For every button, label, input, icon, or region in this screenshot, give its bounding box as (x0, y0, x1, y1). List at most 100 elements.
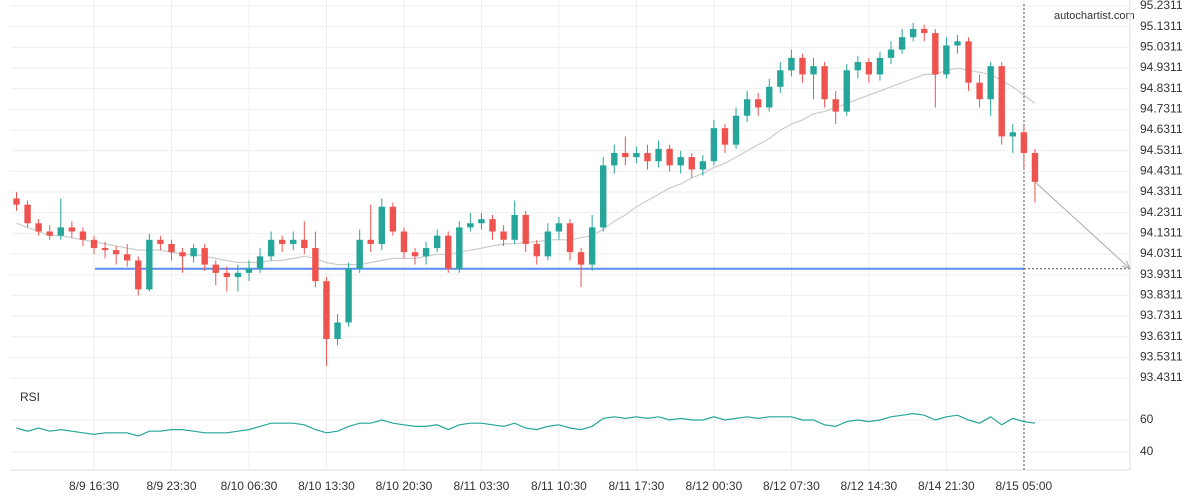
y-tick-label: 94.0311 (1140, 246, 1183, 260)
candle-body (13, 198, 20, 205)
candle-body (633, 152, 640, 158)
x-tick-label: 8/15 05:00 (996, 479, 1053, 493)
candle-body (622, 152, 629, 158)
candle-body (788, 57, 795, 71)
candle-body (35, 223, 42, 232)
x-tick-label: 8/12 00:30 (686, 479, 743, 493)
watermark: autochartist.com (1054, 10, 1135, 22)
candle-body (411, 252, 419, 257)
candle-body (46, 231, 53, 236)
x-tick-label: 8/10 06:30 (221, 479, 278, 493)
candle-body (57, 227, 64, 236)
candle-body (489, 219, 496, 232)
y-tick-label: 93.9311 (1140, 267, 1183, 281)
candle-body (301, 239, 308, 249)
y-tick-label: 95.0311 (1140, 39, 1183, 53)
candle-body (1009, 132, 1016, 137)
x-tick-label: 8/11 10:30 (531, 479, 587, 493)
candle-body (24, 204, 31, 224)
x-tick-label: 8/10 20:30 (376, 479, 433, 493)
candle-body (998, 66, 1005, 137)
candle-body (500, 231, 507, 240)
candle-body (909, 28, 917, 38)
candle-body (976, 82, 983, 100)
candle-body (544, 231, 552, 257)
candle-body (179, 252, 186, 257)
y-tick-label: 93.6311 (1140, 329, 1183, 343)
y-tick-label: 94.6311 (1140, 122, 1183, 136)
x-tick-label: 8/12 07:30 (763, 479, 820, 493)
rsi-tick-label: 40 (1140, 444, 1154, 458)
y-tick-label: 94.4311 (1140, 164, 1183, 178)
x-tick-label: 8/12 14:30 (841, 479, 898, 493)
candle-body (68, 227, 76, 232)
candle-body (954, 41, 961, 46)
projection-arrow (1034, 181, 1131, 270)
candle-body (743, 99, 751, 116)
candle-body (101, 248, 109, 251)
candle-body (987, 66, 994, 100)
candle-body (688, 157, 695, 170)
candle-body (921, 28, 928, 34)
projection-arrow-head (1121, 260, 1131, 270)
y-tick-label: 94.3311 (1140, 184, 1183, 198)
candle-body (334, 322, 341, 340)
candle-body (611, 152, 618, 166)
x-tick-label: 8/14 21:30 (918, 479, 975, 493)
y-tick-label: 94.1311 (1140, 226, 1183, 240)
y-tick-label: 94.2311 (1140, 205, 1183, 219)
candle-body (201, 248, 208, 265)
candle-body (190, 248, 197, 257)
candle-body (467, 223, 474, 228)
candle-body (799, 57, 806, 75)
candle-body (965, 41, 972, 83)
candle-body (644, 152, 651, 162)
candle-body (533, 243, 540, 257)
candle-body (146, 239, 153, 290)
candle-body (777, 70, 784, 87)
candle-body (522, 214, 529, 244)
candle-body (79, 231, 87, 240)
candle-body (843, 70, 850, 112)
candle-body (400, 231, 408, 253)
candle-body (256, 256, 264, 269)
candle-body (124, 254, 131, 261)
y-tick-label: 94.8311 (1140, 81, 1183, 95)
y-tick-label: 94.5311 (1140, 143, 1183, 157)
candle-body (212, 264, 219, 273)
candle-body (433, 235, 441, 249)
candle-body (732, 115, 740, 145)
candle-body (766, 86, 773, 108)
y-tick-label: 93.8311 (1140, 288, 1183, 302)
candle-body (600, 165, 607, 228)
candle-body (566, 223, 574, 253)
candle-body (112, 250, 120, 255)
candle-body (223, 272, 231, 277)
rsi-tick-label: 60 (1140, 412, 1154, 426)
candle-body (655, 148, 662, 162)
candle-body (854, 62, 862, 71)
y-tick-label: 93.4311 (1140, 370, 1183, 384)
candle-body (90, 239, 98, 249)
candle-body (577, 252, 585, 265)
candle-body (588, 227, 596, 265)
candle-body (898, 37, 906, 50)
candle-body (1020, 132, 1028, 153)
candle-body (677, 157, 684, 166)
candle-body (821, 66, 828, 100)
candle-body (754, 99, 762, 108)
candle-body (943, 45, 950, 75)
y-tick-label: 93.5311 (1140, 350, 1183, 364)
rsi-line (16, 412, 1035, 437)
candle-body (478, 219, 485, 224)
candle-body (389, 206, 397, 232)
candle-body (267, 239, 275, 257)
candle-body (721, 128, 729, 145)
candle-body (157, 239, 164, 244)
rsi-label: RSI (20, 390, 40, 404)
x-tick-label: 8/9 16:30 (69, 479, 119, 493)
candle-body (810, 66, 817, 75)
candle-body (699, 161, 707, 170)
